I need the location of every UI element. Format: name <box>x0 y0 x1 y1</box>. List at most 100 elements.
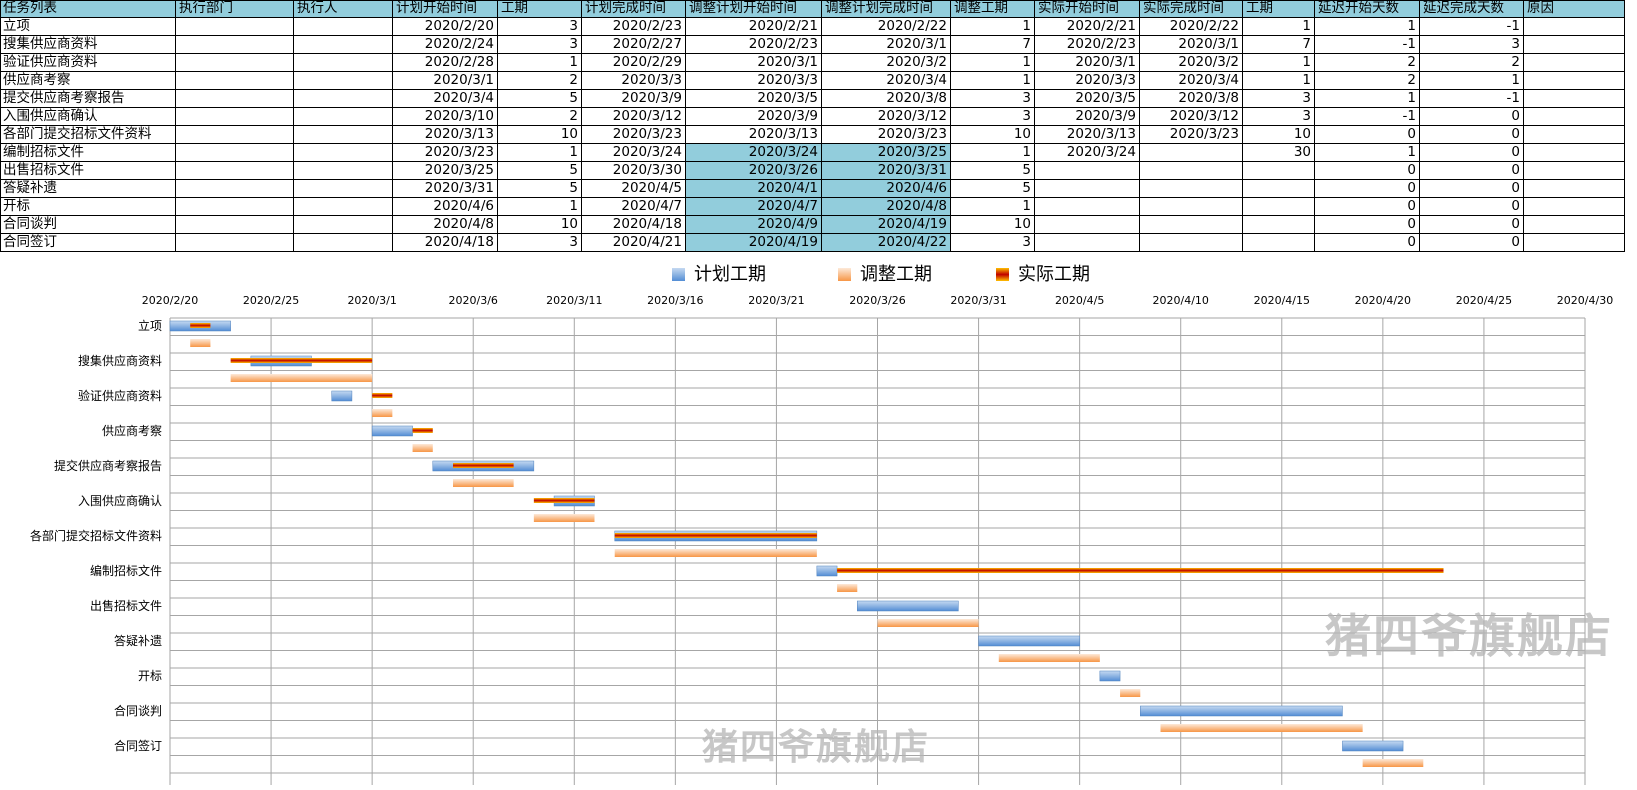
header-plan-end[interactable]: 计划完成时间 <box>582 0 686 18</box>
cell-plan-end[interactable]: 2020/3/3 <box>582 72 686 90</box>
cell-delay-start[interactable]: -1 <box>1315 108 1420 126</box>
cell-act-start[interactable] <box>1035 234 1140 252</box>
cell-delay-start[interactable]: 0 <box>1315 180 1420 198</box>
cell-adj-end[interactable]: 2020/3/25 <box>822 144 951 162</box>
cell-plan-days[interactable]: 5 <box>498 90 582 108</box>
cell-dept[interactable] <box>176 108 294 126</box>
cell-owner[interactable] <box>294 198 393 216</box>
cell-task-name[interactable]: 验证供应商资料 <box>0 54 176 72</box>
cell-act-start[interactable] <box>1035 180 1140 198</box>
cell-plan-days[interactable]: 3 <box>498 36 582 54</box>
cell-plan-start[interactable]: 2020/2/24 <box>393 36 498 54</box>
cell-plan-start[interactable]: 2020/3/1 <box>393 72 498 90</box>
cell-plan-start[interactable]: 2020/2/20 <box>393 18 498 36</box>
cell-plan-end[interactable]: 2020/4/5 <box>582 180 686 198</box>
cell-act-end[interactable]: 2020/3/4 <box>1140 72 1243 90</box>
cell-owner[interactable] <box>294 36 393 54</box>
cell-delay-start[interactable]: 0 <box>1315 216 1420 234</box>
cell-adj-days[interactable]: 10 <box>951 216 1035 234</box>
cell-plan-end[interactable]: 2020/4/18 <box>582 216 686 234</box>
cell-act-days[interactable]: 10 <box>1243 126 1315 144</box>
cell-act-start[interactable]: 2020/3/3 <box>1035 72 1140 90</box>
cell-task-name[interactable]: 立项 <box>0 18 176 36</box>
cell-task-name[interactable]: 合同谈判 <box>0 216 176 234</box>
cell-task-name[interactable]: 供应商考察 <box>0 72 176 90</box>
cell-plan-days[interactable]: 1 <box>498 54 582 72</box>
cell-delay-start[interactable]: 2 <box>1315 54 1420 72</box>
cell-plan-start[interactable]: 2020/3/13 <box>393 126 498 144</box>
cell-dept[interactable] <box>176 198 294 216</box>
header-dept[interactable]: 执行部门 <box>176 0 294 18</box>
cell-act-days[interactable]: 7 <box>1243 36 1315 54</box>
cell-delay-end[interactable]: 1 <box>1420 72 1524 90</box>
header-act-start[interactable]: 实际开始时间 <box>1035 0 1140 18</box>
cell-adj-end[interactable]: 2020/4/19 <box>822 216 951 234</box>
cell-plan-end[interactable]: 2020/4/7 <box>582 198 686 216</box>
cell-owner[interactable] <box>294 180 393 198</box>
cell-reason[interactable] <box>1524 216 1625 234</box>
cell-act-days[interactable]: 3 <box>1243 90 1315 108</box>
cell-dept[interactable] <box>176 144 294 162</box>
cell-delay-end[interactable]: 3 <box>1420 36 1524 54</box>
cell-adj-days[interactable]: 10 <box>951 126 1035 144</box>
cell-act-end[interactable] <box>1140 234 1243 252</box>
cell-task-name[interactable]: 编制招标文件 <box>0 144 176 162</box>
cell-plan-end[interactable]: 2020/3/12 <box>582 108 686 126</box>
header-reason[interactable]: 原因 <box>1524 0 1625 18</box>
cell-plan-end[interactable]: 2020/2/23 <box>582 18 686 36</box>
cell-adj-end[interactable]: 2020/3/12 <box>822 108 951 126</box>
cell-act-days[interactable] <box>1243 234 1315 252</box>
cell-plan-start[interactable]: 2020/4/6 <box>393 198 498 216</box>
cell-act-end[interactable] <box>1140 144 1243 162</box>
cell-owner[interactable] <box>294 72 393 90</box>
header-owner[interactable]: 执行人 <box>294 0 393 18</box>
cell-adj-days[interactable]: 1 <box>951 198 1035 216</box>
cell-delay-end[interactable]: 2 <box>1420 54 1524 72</box>
cell-plan-end[interactable]: 2020/3/30 <box>582 162 686 180</box>
header-plan-days[interactable]: 工期 <box>498 0 582 18</box>
cell-act-start[interactable] <box>1035 162 1140 180</box>
cell-task-name[interactable]: 出售招标文件 <box>0 162 176 180</box>
cell-reason[interactable] <box>1524 72 1625 90</box>
cell-dept[interactable] <box>176 90 294 108</box>
cell-plan-days[interactable]: 10 <box>498 126 582 144</box>
cell-act-start[interactable]: 2020/3/24 <box>1035 144 1140 162</box>
cell-dept[interactable] <box>176 54 294 72</box>
cell-adj-end[interactable]: 2020/3/4 <box>822 72 951 90</box>
cell-adj-start[interactable]: 2020/3/9 <box>686 108 822 126</box>
cell-delay-end[interactable]: -1 <box>1420 90 1524 108</box>
cell-dept[interactable] <box>176 216 294 234</box>
cell-adj-days[interactable]: 3 <box>951 90 1035 108</box>
cell-adj-days[interactable]: 5 <box>951 180 1035 198</box>
cell-adj-start[interactable]: 2020/2/21 <box>686 18 822 36</box>
cell-delay-end[interactable]: 0 <box>1420 234 1524 252</box>
cell-act-end[interactable]: 2020/3/23 <box>1140 126 1243 144</box>
cell-plan-days[interactable]: 1 <box>498 144 582 162</box>
cell-task-name[interactable]: 入围供应商确认 <box>0 108 176 126</box>
cell-delay-end[interactable]: 0 <box>1420 108 1524 126</box>
cell-adj-end[interactable]: 2020/3/31 <box>822 162 951 180</box>
cell-dept[interactable] <box>176 234 294 252</box>
cell-owner[interactable] <box>294 216 393 234</box>
cell-delay-start[interactable]: 1 <box>1315 18 1420 36</box>
cell-adj-start[interactable]: 2020/3/26 <box>686 162 822 180</box>
cell-reason[interactable] <box>1524 108 1625 126</box>
cell-dept[interactable] <box>176 18 294 36</box>
cell-plan-end[interactable]: 2020/4/21 <box>582 234 686 252</box>
cell-adj-start[interactable]: 2020/3/5 <box>686 90 822 108</box>
cell-delay-start[interactable]: 0 <box>1315 162 1420 180</box>
cell-adj-days[interactable]: 1 <box>951 54 1035 72</box>
cell-dept[interactable] <box>176 72 294 90</box>
header-plan-start[interactable]: 计划开始时间 <box>393 0 498 18</box>
cell-reason[interactable] <box>1524 18 1625 36</box>
cell-act-start[interactable]: 2020/3/1 <box>1035 54 1140 72</box>
cell-adj-start[interactable]: 2020/4/19 <box>686 234 822 252</box>
cell-adj-start[interactable]: 2020/4/9 <box>686 216 822 234</box>
cell-task-name[interactable]: 开标 <box>0 198 176 216</box>
cell-act-end[interactable]: 2020/3/1 <box>1140 36 1243 54</box>
cell-act-start[interactable]: 2020/2/21 <box>1035 18 1140 36</box>
cell-act-start[interactable]: 2020/2/23 <box>1035 36 1140 54</box>
cell-plan-end[interactable]: 2020/2/29 <box>582 54 686 72</box>
header-delay-end[interactable]: 延迟完成天数 <box>1420 0 1524 18</box>
cell-adj-days[interactable]: 1 <box>951 144 1035 162</box>
